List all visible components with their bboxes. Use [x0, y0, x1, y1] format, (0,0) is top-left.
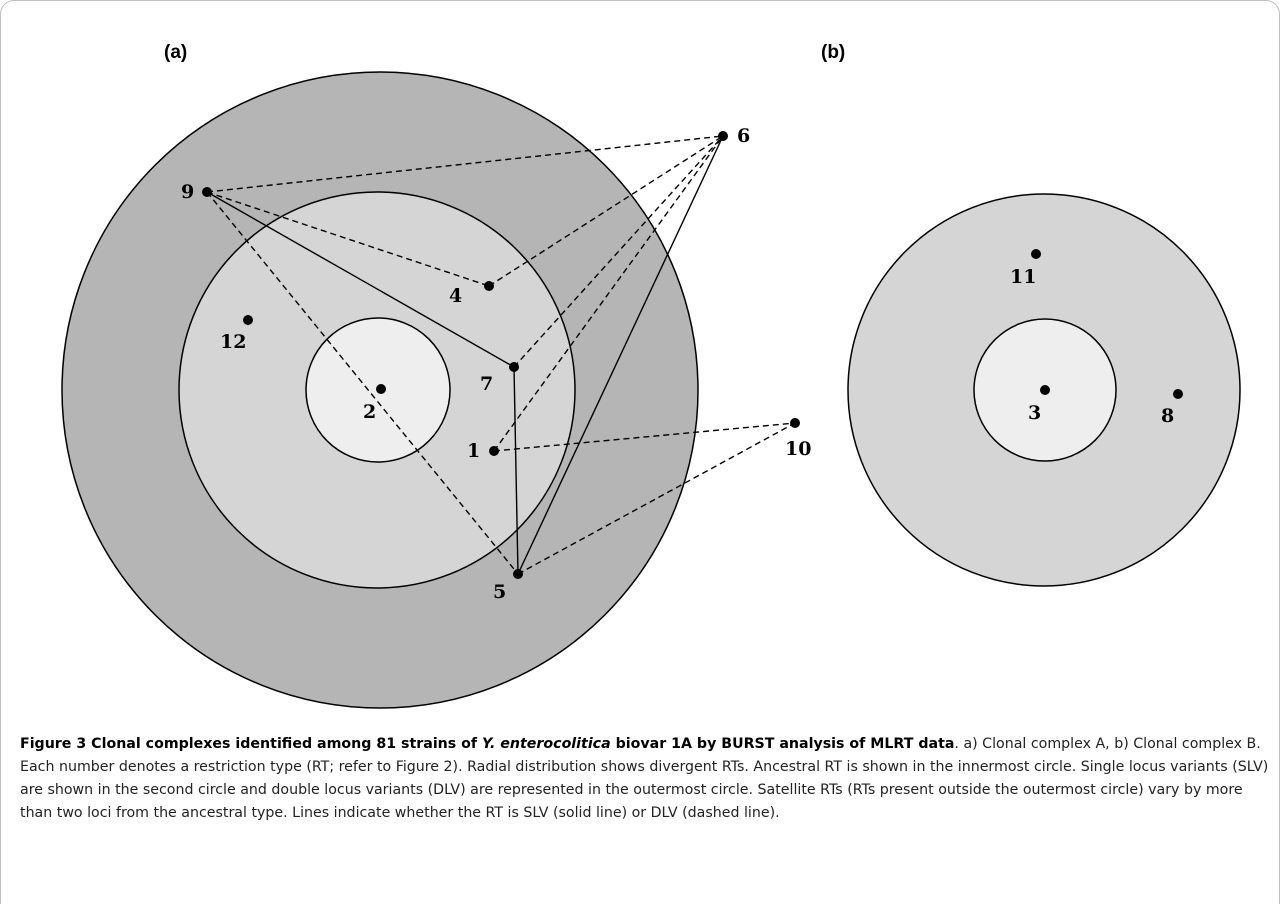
- edge-5-10: [517, 422, 796, 575]
- edge-7-5: [513, 366, 519, 575]
- node-dot-8: [1173, 389, 1183, 399]
- edge-9-5: [206, 191, 519, 575]
- node-dot-12: [243, 315, 253, 325]
- node-label-4: 4: [449, 285, 462, 307]
- caption-title: Figure 3 Clonal complexes identified amo…: [20, 736, 955, 752]
- node-label-7: 7: [480, 373, 493, 395]
- edge-4-6: [488, 135, 724, 287]
- node-dot-3: [1040, 385, 1050, 395]
- edge-1-10: [493, 422, 796, 452]
- node-label-3: 3: [1028, 402, 1041, 424]
- edge-9-6: [206, 135, 724, 193]
- edge-5-6: [517, 135, 724, 575]
- edge-9-7: [206, 191, 515, 368]
- node-dot-2: [376, 384, 386, 394]
- node-label-9: 9: [181, 181, 194, 203]
- node-label-2: 2: [363, 401, 376, 423]
- node-dot-4: [484, 281, 494, 291]
- node-dot-10: [790, 418, 800, 428]
- node-dot-6: [718, 131, 728, 141]
- node-dot-7: [509, 362, 519, 372]
- node-label-12: 12: [220, 331, 246, 353]
- edge-7-6: [513, 135, 724, 368]
- node-dot-1: [489, 446, 499, 456]
- node-label-11: 11: [1010, 266, 1036, 288]
- node-label-6: 6: [737, 125, 750, 147]
- node-dot-11: [1031, 249, 1041, 259]
- node-label-5: 5: [493, 581, 506, 603]
- figure-caption: Figure 3 Clonal complexes identified amo…: [20, 733, 1270, 825]
- edges: [206, 135, 796, 575]
- node-label-8: 8: [1161, 405, 1174, 427]
- node-dot-5: [513, 569, 523, 579]
- panel-label-a: (a): [164, 42, 187, 63]
- node-label-1: 1: [467, 440, 480, 462]
- node-dot-9: [202, 187, 212, 197]
- caption-body: . a) Clonal complex A, b) Clonal complex…: [20, 736, 1269, 821]
- node-label-10: 10: [785, 438, 811, 460]
- panel-label-b: (b): [821, 42, 845, 63]
- edge-1-6: [493, 135, 724, 452]
